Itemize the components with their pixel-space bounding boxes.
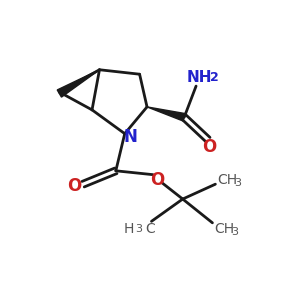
Text: C: C [145,222,155,236]
Text: O: O [67,177,81,195]
Text: 3: 3 [234,178,241,188]
Text: 3: 3 [231,227,238,237]
Text: 3: 3 [135,224,142,234]
Text: 2: 2 [210,71,219,84]
Text: NH: NH [186,70,212,85]
Polygon shape [147,107,185,121]
Text: O: O [202,138,217,156]
Text: O: O [150,171,165,189]
Text: CH: CH [214,222,234,236]
Polygon shape [57,70,100,97]
Text: CH: CH [217,173,237,187]
Text: H: H [124,222,134,236]
Text: N: N [123,128,137,146]
